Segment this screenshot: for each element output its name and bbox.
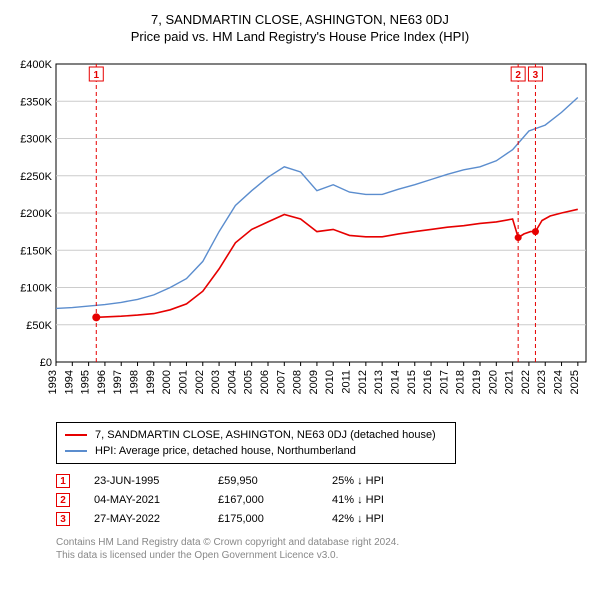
x-tick-label: 1993: [47, 370, 59, 394]
y-tick-label: £350K: [20, 96, 52, 108]
chart-title: 7, SANDMARTIN CLOSE, ASHINGTON, NE63 0DJ: [10, 12, 590, 27]
event-price: £175,000: [218, 513, 308, 525]
legend-label: HPI: Average price, detached house, Nort…: [95, 443, 356, 459]
y-tick-label: £250K: [20, 171, 52, 183]
x-tick-label: 2018: [455, 370, 467, 394]
x-tick-label: 2019: [471, 370, 483, 394]
x-tick-label: 2006: [259, 370, 271, 394]
event-row: 2 04-MAY-2021 £167,000 41% ↓ HPI: [56, 493, 590, 507]
y-tick-label: £400K: [20, 59, 52, 71]
x-tick-label: 2025: [569, 370, 581, 394]
y-tick-label: £200K: [20, 208, 52, 220]
x-tick-label: 2011: [341, 370, 353, 394]
chart-container: 7, SANDMARTIN CLOSE, ASHINGTON, NE63 0DJ…: [0, 0, 600, 590]
event-marker-num: 2: [515, 70, 521, 81]
event-price: £167,000: [218, 494, 308, 506]
footer-attribution: Contains HM Land Registry data © Crown c…: [56, 536, 590, 562]
legend-row: HPI: Average price, detached house, Nort…: [65, 443, 447, 459]
legend-swatch: [65, 434, 87, 436]
event-list: 1 23-JUN-1995 £59,950 25% ↓ HPI 2 04-MAY-2021…: [56, 474, 590, 526]
x-tick-label: 2009: [308, 370, 320, 394]
x-tick-label: 2001: [177, 370, 189, 394]
event-marker-icon: 2: [56, 493, 70, 507]
legend-row: 7, SANDMARTIN CLOSE, ASHINGTON, NE63 0DJ…: [65, 427, 447, 443]
x-tick-label: 2007: [275, 370, 287, 394]
x-tick-label: 1994: [63, 370, 75, 394]
line-chart-svg: £0 £50K £100K £150K £200K £250K £300K £350K £400…: [10, 54, 590, 414]
x-tick-label: 2023: [536, 370, 548, 394]
event-marker-icon: 3: [56, 512, 70, 526]
y-tick-label: £150K: [20, 245, 52, 257]
x-tick-label: 2024: [553, 370, 565, 394]
event-date: 27-MAY-2022: [94, 513, 194, 525]
x-tick-label: 1998: [129, 370, 141, 394]
event-marker-icon: 1: [56, 474, 70, 488]
event-row: 1 23-JUN-1995 £59,950 25% ↓ HPI: [56, 474, 590, 488]
event-delta: 42% ↓ HPI: [332, 513, 432, 525]
x-tick-label: 1997: [112, 370, 124, 394]
chart-subtitle: Price paid vs. HM Land Registry's House …: [10, 29, 590, 44]
x-tick-label: 2020: [487, 370, 499, 394]
x-tick-label: 2022: [520, 370, 532, 394]
legend: 7, SANDMARTIN CLOSE, ASHINGTON, NE63 0DJ…: [56, 422, 456, 464]
x-tick-label: 2005: [243, 370, 255, 394]
footer-line-2: This data is licensed under the Open Gov…: [56, 549, 590, 562]
x-tick-label: 2016: [422, 370, 434, 394]
x-tick-label: 1996: [96, 370, 108, 394]
x-tick-label: 2015: [406, 370, 418, 394]
event-date: 04-MAY-2021: [94, 494, 194, 506]
x-tick-label: 2008: [292, 370, 304, 394]
x-tick-label: 2003: [210, 370, 222, 394]
x-tick-label: 2014: [389, 370, 401, 394]
event-date: 23-JUN-1995: [94, 475, 194, 487]
event-delta: 41% ↓ HPI: [332, 494, 432, 506]
event-row: 3 27-MAY-2022 £175,000 42% ↓ HPI: [56, 512, 590, 526]
x-tick-label: 2002: [194, 370, 206, 394]
y-tick-label: £100K: [20, 283, 52, 295]
chart-plot: £0 £50K £100K £150K £200K £250K £300K £350K £400…: [10, 54, 590, 414]
y-tick-label: £300K: [20, 134, 52, 146]
y-tick-label: £0: [40, 357, 52, 369]
event-delta: 25% ↓ HPI: [332, 475, 432, 487]
x-tick-label: 2017: [438, 370, 450, 394]
footer-line-1: Contains HM Land Registry data © Crown c…: [56, 536, 590, 549]
x-tick-label: 2010: [324, 370, 336, 394]
x-tick-label: 2013: [373, 370, 385, 394]
x-tick-label: 2012: [357, 370, 369, 394]
event-marker-num: 1: [93, 70, 99, 81]
event-marker-num: 3: [533, 70, 539, 81]
x-tick-label: 1999: [145, 370, 157, 394]
y-tick-label: £50K: [26, 320, 52, 332]
x-tick-label: 2004: [226, 370, 238, 394]
x-tick-label: 1995: [80, 370, 92, 394]
x-tick-label: 2021: [504, 370, 516, 394]
legend-swatch: [65, 450, 87, 452]
event-price: £59,950: [218, 475, 308, 487]
x-tick-label: 2000: [161, 370, 173, 394]
legend-label: 7, SANDMARTIN CLOSE, ASHINGTON, NE63 0DJ…: [95, 427, 436, 443]
